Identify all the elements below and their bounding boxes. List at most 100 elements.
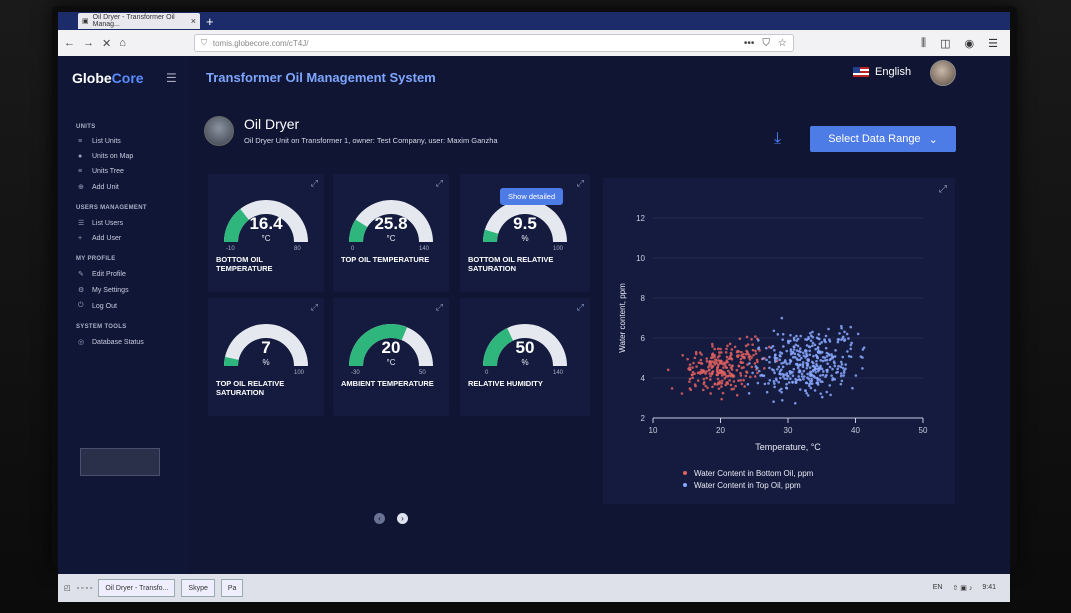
sidebar-item-log-out[interactable]: ⏻ Log Out	[58, 298, 188, 314]
browser-tab[interactable]: ▣ Oil Dryer - Transformer Oil Manag... ×	[78, 13, 200, 29]
expand-icon[interactable]: ⤢	[576, 178, 584, 188]
gauge-card[interactable]: 7% 100 TOP OIL RELATIVE SATURATION ⤢	[208, 298, 324, 416]
sidebar-item-my-settings[interactable]: ⚙ My Settings	[58, 282, 188, 298]
sidebar-item-add-user[interactable]: + Add User	[58, 231, 188, 246]
gauge-max: 100	[553, 246, 564, 252]
language-selector[interactable]: English	[853, 66, 911, 78]
scatter-point	[759, 374, 762, 377]
sidebar-item-list-units[interactable]: ≡ List Units	[58, 134, 188, 149]
scatter-point	[716, 347, 720, 351]
library-icon[interactable]: ⫼	[921, 36, 927, 49]
gauge-min: 0	[351, 246, 355, 252]
carousel-prev[interactable]: ‹	[374, 513, 385, 524]
gauge-card[interactable]: 50% 0 140 RELATIVE HUMIDITY ⤢	[460, 298, 590, 416]
scatter-point	[702, 369, 705, 373]
account-icon[interactable]: ◉	[964, 37, 975, 50]
user-avatar[interactable]	[930, 60, 956, 86]
scatter-point	[794, 343, 798, 347]
scatter-point	[781, 372, 784, 376]
legend-item[interactable]: Water Content in Top Oil, ppm	[683, 480, 813, 492]
expand-icon[interactable]: ⤢	[435, 302, 443, 312]
taskbar-item[interactable]: Oil Dryer - Transfo...	[98, 579, 176, 597]
y-tick-label: 8	[641, 294, 646, 303]
menu-icon[interactable]: ☰	[988, 37, 998, 50]
expand-icon[interactable]: ⤢	[310, 302, 318, 312]
expand-icon[interactable]: ⤢	[310, 178, 318, 188]
scatter-point	[808, 331, 812, 335]
home-icon[interactable]: ⌂	[119, 37, 126, 49]
scatter-point	[844, 363, 848, 366]
gauge-track	[349, 200, 433, 242]
gauge-card[interactable]: 16.4 °C -10 80 BOTTOM OIL TEMPERATURE ⤢	[208, 174, 324, 292]
x-tick-label: 40	[851, 426, 860, 435]
scatter-point	[774, 377, 778, 381]
scatter-point	[730, 348, 734, 351]
scatter-point	[796, 337, 800, 341]
scatter-point	[726, 344, 729, 348]
sidebar-item-database-status[interactable]: ◎ Database Status	[58, 334, 188, 350]
scatter-point	[686, 357, 689, 361]
carousel-next[interactable]: ›	[397, 513, 408, 524]
select-data-range-button[interactable]: Select Data Range ⌄	[810, 126, 956, 152]
taskbar-item[interactable]: Pa	[220, 579, 244, 597]
scatter-point	[782, 361, 785, 364]
expand-icon[interactable]: ⤢	[576, 302, 584, 312]
scatter-point	[742, 378, 745, 382]
scatter-point	[716, 377, 720, 381]
back-icon[interactable]: ←	[64, 37, 75, 49]
new-tab-icon[interactable]: +	[206, 13, 214, 29]
scatter-point	[732, 380, 736, 383]
logo[interactable]: GlobeCore	[72, 70, 144, 86]
pocket-icon[interactable]: ⛉	[762, 37, 770, 49]
expand-icon[interactable]: ⤢	[939, 184, 947, 195]
scatter-point	[729, 356, 732, 360]
expand-icon[interactable]: ⤢	[435, 178, 443, 188]
scatter-point	[818, 337, 821, 341]
gauge-value: 7	[261, 338, 271, 357]
scatter-point	[820, 395, 824, 399]
tab-close-icon[interactable]: ×	[190, 16, 196, 26]
gauge-card[interactable]: 20 °C -30 50 AMBIENT TEMPERATURE ⤢	[333, 298, 449, 416]
scatter-point	[739, 374, 743, 377]
bookmark-star-icon[interactable]: ☆	[777, 37, 787, 49]
sidebar-item-units-on-map[interactable]: ● Units on Map	[58, 149, 188, 164]
download-icon[interactable]: ⤓	[774, 130, 782, 147]
sidebar-nav: UNITS ≡ List Units ● Units on Map ≡ Units Tree…	[58, 114, 188, 350]
tab-title: Oil Dryer - Transformer Oil Manag...	[92, 14, 175, 28]
scatter-point	[772, 380, 776, 383]
scatter-point	[812, 354, 815, 358]
scatter-point	[714, 358, 718, 362]
scatter-point	[785, 372, 789, 375]
scatter-point	[806, 363, 809, 367]
scatter-point	[704, 372, 707, 375]
sidebar-item-add-unit[interactable]: ⊕ Add Unit	[58, 179, 188, 195]
sidebar-item-units-tree[interactable]: ≡ Units Tree	[58, 164, 188, 179]
scatter-point	[817, 333, 821, 336]
scatter-point	[718, 380, 722, 383]
start-icon[interactable]: ◰	[64, 585, 71, 592]
scatter-point	[689, 368, 692, 371]
scatter-point	[768, 366, 771, 370]
scatter-point	[830, 353, 833, 356]
logout-icon: ⏻	[78, 302, 84, 309]
x-tick-label: 50	[919, 426, 928, 435]
legend-item[interactable]: Water Content in Bottom Oil, ppm	[683, 468, 813, 480]
gauge-card[interactable]: 25.8 °C 0 140 TOP OIL TEMPERATURE ⤢	[333, 174, 449, 292]
hamburger-icon[interactable]: ☰	[166, 71, 177, 85]
scatter-point	[693, 383, 697, 386]
sidebar-item-list-users[interactable]: ☰ List Users	[58, 215, 188, 231]
gauge-value: 20	[381, 338, 401, 357]
taskbar-item[interactable]: Skype	[181, 579, 215, 597]
tray-icons: ⇧ ▣ ♪	[952, 585, 973, 592]
scatter-point	[808, 353, 812, 356]
x-axis-label: Temperature, °C	[755, 442, 821, 452]
url-bar[interactable]: ⛉ tomis.globecore.com/cT4J/ ••• ⛉ ☆	[193, 34, 794, 52]
sidebar-item-edit-profile[interactable]: ✎ Edit Profile	[58, 266, 188, 282]
page-actions-icon[interactable]: •••	[743, 37, 755, 49]
forward-icon[interactable]: →	[83, 37, 94, 49]
stop-icon[interactable]: ✕	[102, 37, 112, 50]
scatter-point	[695, 365, 698, 368]
scatter-point	[831, 376, 835, 380]
sidebar-toggle-icon[interactable]: ◫	[940, 37, 951, 50]
language-indicator[interactable]: EN	[932, 584, 943, 591]
